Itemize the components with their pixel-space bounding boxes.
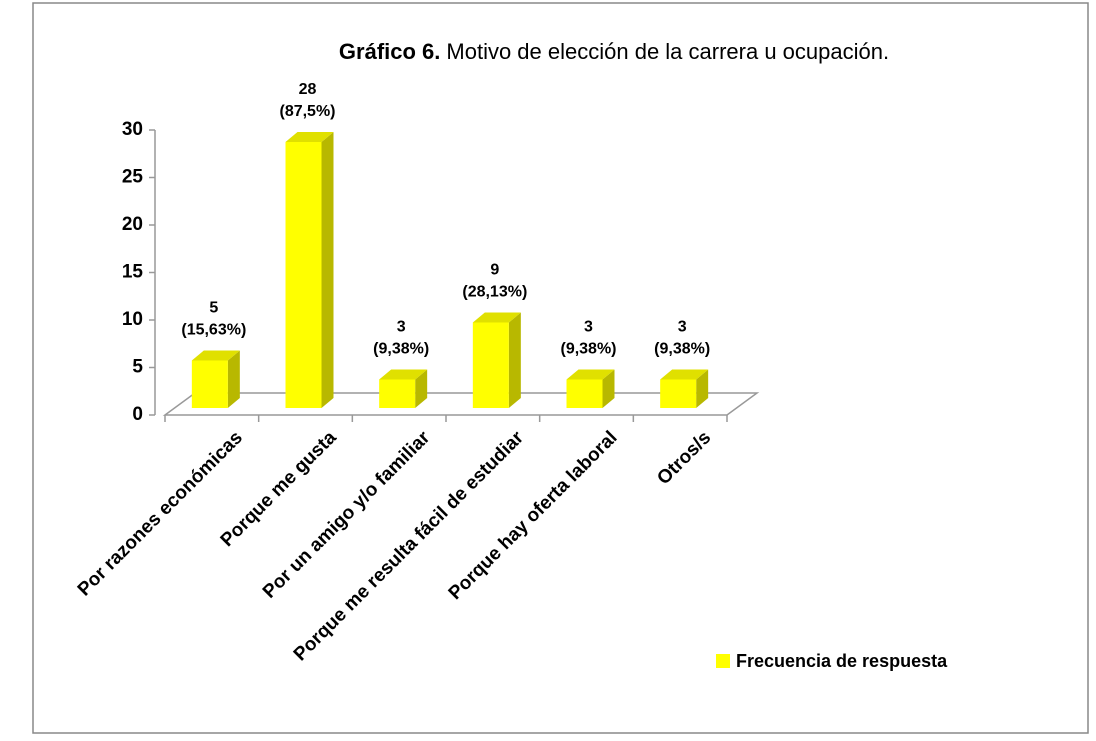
percent-label: (87,5%) bbox=[279, 103, 335, 120]
bar-top bbox=[379, 369, 428, 380]
bar-top bbox=[472, 312, 521, 323]
title-prefix: Gráfico 6. bbox=[339, 39, 440, 64]
value-label: 9 bbox=[490, 262, 499, 279]
bar-side bbox=[602, 369, 615, 408]
bar bbox=[660, 369, 709, 408]
y-tick-label: 5 bbox=[132, 357, 143, 378]
chart-title: Gráfico 6. Motivo de elección de la carre… bbox=[339, 39, 889, 64]
bar-front bbox=[285, 142, 322, 408]
bar-top bbox=[285, 132, 334, 142]
value-label: 3 bbox=[397, 319, 406, 336]
y-tick-label: 20 bbox=[122, 214, 143, 235]
y-tick-label: 0 bbox=[132, 404, 143, 425]
value-label: 5 bbox=[209, 300, 218, 317]
value-label: 28 bbox=[299, 81, 317, 98]
value-label: 3 bbox=[678, 319, 687, 336]
chart-frame bbox=[32, 2, 1089, 734]
percent-label: (28,13%) bbox=[462, 284, 527, 301]
bar bbox=[379, 369, 428, 408]
bar-top bbox=[566, 369, 615, 380]
bar-side bbox=[321, 132, 334, 408]
bar-front bbox=[191, 360, 228, 408]
y-tick-label: 30 bbox=[122, 119, 143, 140]
bar-side bbox=[415, 369, 428, 408]
bar-side bbox=[508, 312, 521, 408]
bar-front bbox=[566, 379, 603, 408]
bar-front bbox=[379, 379, 416, 408]
y-tick-label: 15 bbox=[122, 262, 144, 283]
y-tick-label: 25 bbox=[122, 167, 144, 188]
title-text: Motivo de elección de la carrera u ocupa… bbox=[446, 39, 889, 64]
bar bbox=[566, 369, 615, 408]
bar bbox=[285, 132, 334, 408]
percent-label: (9,38%) bbox=[654, 341, 710, 358]
value-label: 3 bbox=[584, 319, 593, 336]
bar-front bbox=[660, 379, 697, 408]
bar bbox=[472, 312, 521, 408]
percent-label: (15,63%) bbox=[181, 322, 246, 339]
legend-swatch bbox=[716, 654, 730, 668]
bar-top bbox=[191, 350, 240, 361]
legend-label: Frecuencia de respuesta bbox=[736, 651, 948, 671]
percent-label: (9,38%) bbox=[560, 341, 616, 358]
bar-side bbox=[696, 369, 709, 408]
y-tick-label: 10 bbox=[122, 309, 143, 330]
bar bbox=[191, 350, 240, 408]
bar-front bbox=[472, 322, 509, 408]
percent-label: (9,38%) bbox=[373, 341, 429, 358]
bar-side bbox=[227, 350, 240, 408]
bar-top bbox=[660, 369, 709, 380]
